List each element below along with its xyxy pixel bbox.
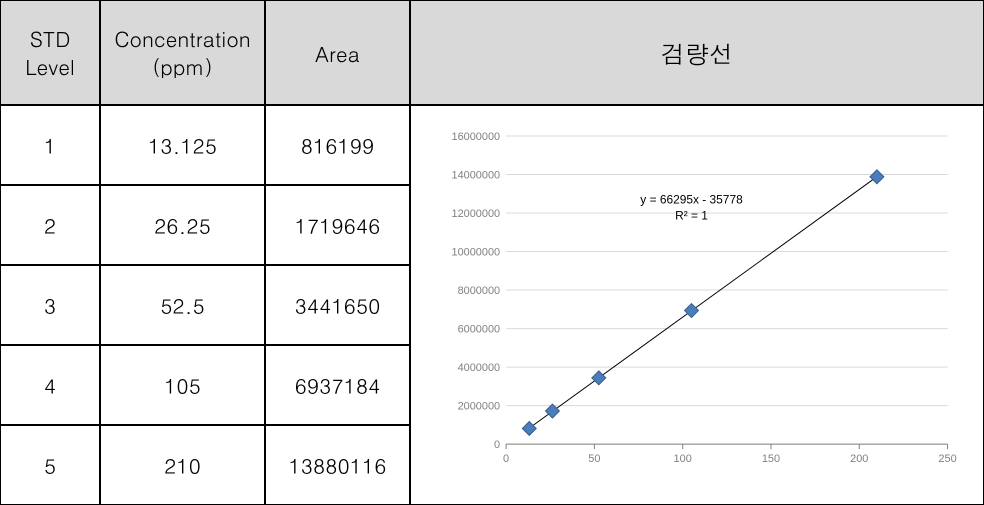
figure-root: STD Level Concentration (ppm) Area 1 13.… [0,0,984,505]
cell-level: 1 [0,105,100,185]
svg-text:6000000: 6000000 [458,324,501,336]
data-table: STD Level Concentration (ppm) Area 1 13.… [0,0,410,505]
cell-conc: 105 [100,345,265,425]
cell-level: 3 [0,265,100,345]
svg-text:R² = 1: R² = 1 [675,209,708,223]
table-header-row: STD Level Concentration (ppm) Area [0,0,410,105]
cell-level: 5 [0,425,100,505]
cell-area: 13880116 [265,425,410,505]
cell-conc: 52.5 [100,265,265,345]
calibration-chart: 0 2000000 4000000 6000000 8000000 10000000 120… [431,126,963,474]
table-row: 4 105 6937184 [0,345,410,425]
svg-text:12000000: 12000000 [452,208,501,220]
table-row: 3 52.5 3441650 [0,265,410,345]
header-std-line1: STD [30,25,71,52]
header-conc-line1: Concentration [114,25,250,52]
table-row: 1 13.125 816199 [0,105,410,185]
cell-area: 1719646 [265,185,410,265]
header-concentration: Concentration (ppm) [100,0,265,105]
cell-conc: 26.25 [100,185,265,265]
cell-level: 2 [0,185,100,265]
cell-conc: 210 [100,425,265,505]
svg-text:0: 0 [503,453,509,465]
table-row: 5 210 13880116 [0,425,410,505]
svg-text:100: 100 [674,453,692,465]
chart-title: 검량선 [410,0,984,105]
svg-text:0: 0 [494,439,500,451]
chart-body: 0 2000000 4000000 6000000 8000000 10000000 120… [410,105,984,505]
header-std-level: STD Level [0,0,100,105]
svg-text:4000000: 4000000 [458,362,501,374]
svg-text:y = 66295x - 35778: y = 66295x - 35778 [640,193,743,207]
cell-level: 4 [0,345,100,425]
table-row: 2 26.25 1719646 [0,185,410,265]
header-area: Area [265,0,410,105]
cell-conc: 13.125 [100,105,265,185]
svg-text:16000000: 16000000 [452,131,501,143]
chart-title-text: 검량선 [661,36,733,70]
svg-text:250: 250 [938,453,956,465]
header-std-line2: Level [25,53,75,80]
header-conc-line2: (ppm) [152,53,212,80]
cell-area: 6937184 [265,345,410,425]
header-area-text: Area [315,38,360,68]
svg-text:50: 50 [588,453,600,465]
svg-text:14000000: 14000000 [452,169,501,181]
svg-text:8000000: 8000000 [458,285,501,297]
svg-text:10000000: 10000000 [452,247,501,259]
cell-area: 3441650 [265,265,410,345]
cell-area: 816199 [265,105,410,185]
svg-text:200: 200 [850,453,868,465]
chart-panel: 검량선 0 2000000 4000000 6000000 8000000 1000000… [410,0,984,505]
svg-text:150: 150 [762,453,780,465]
svg-text:2000000: 2000000 [458,401,501,413]
